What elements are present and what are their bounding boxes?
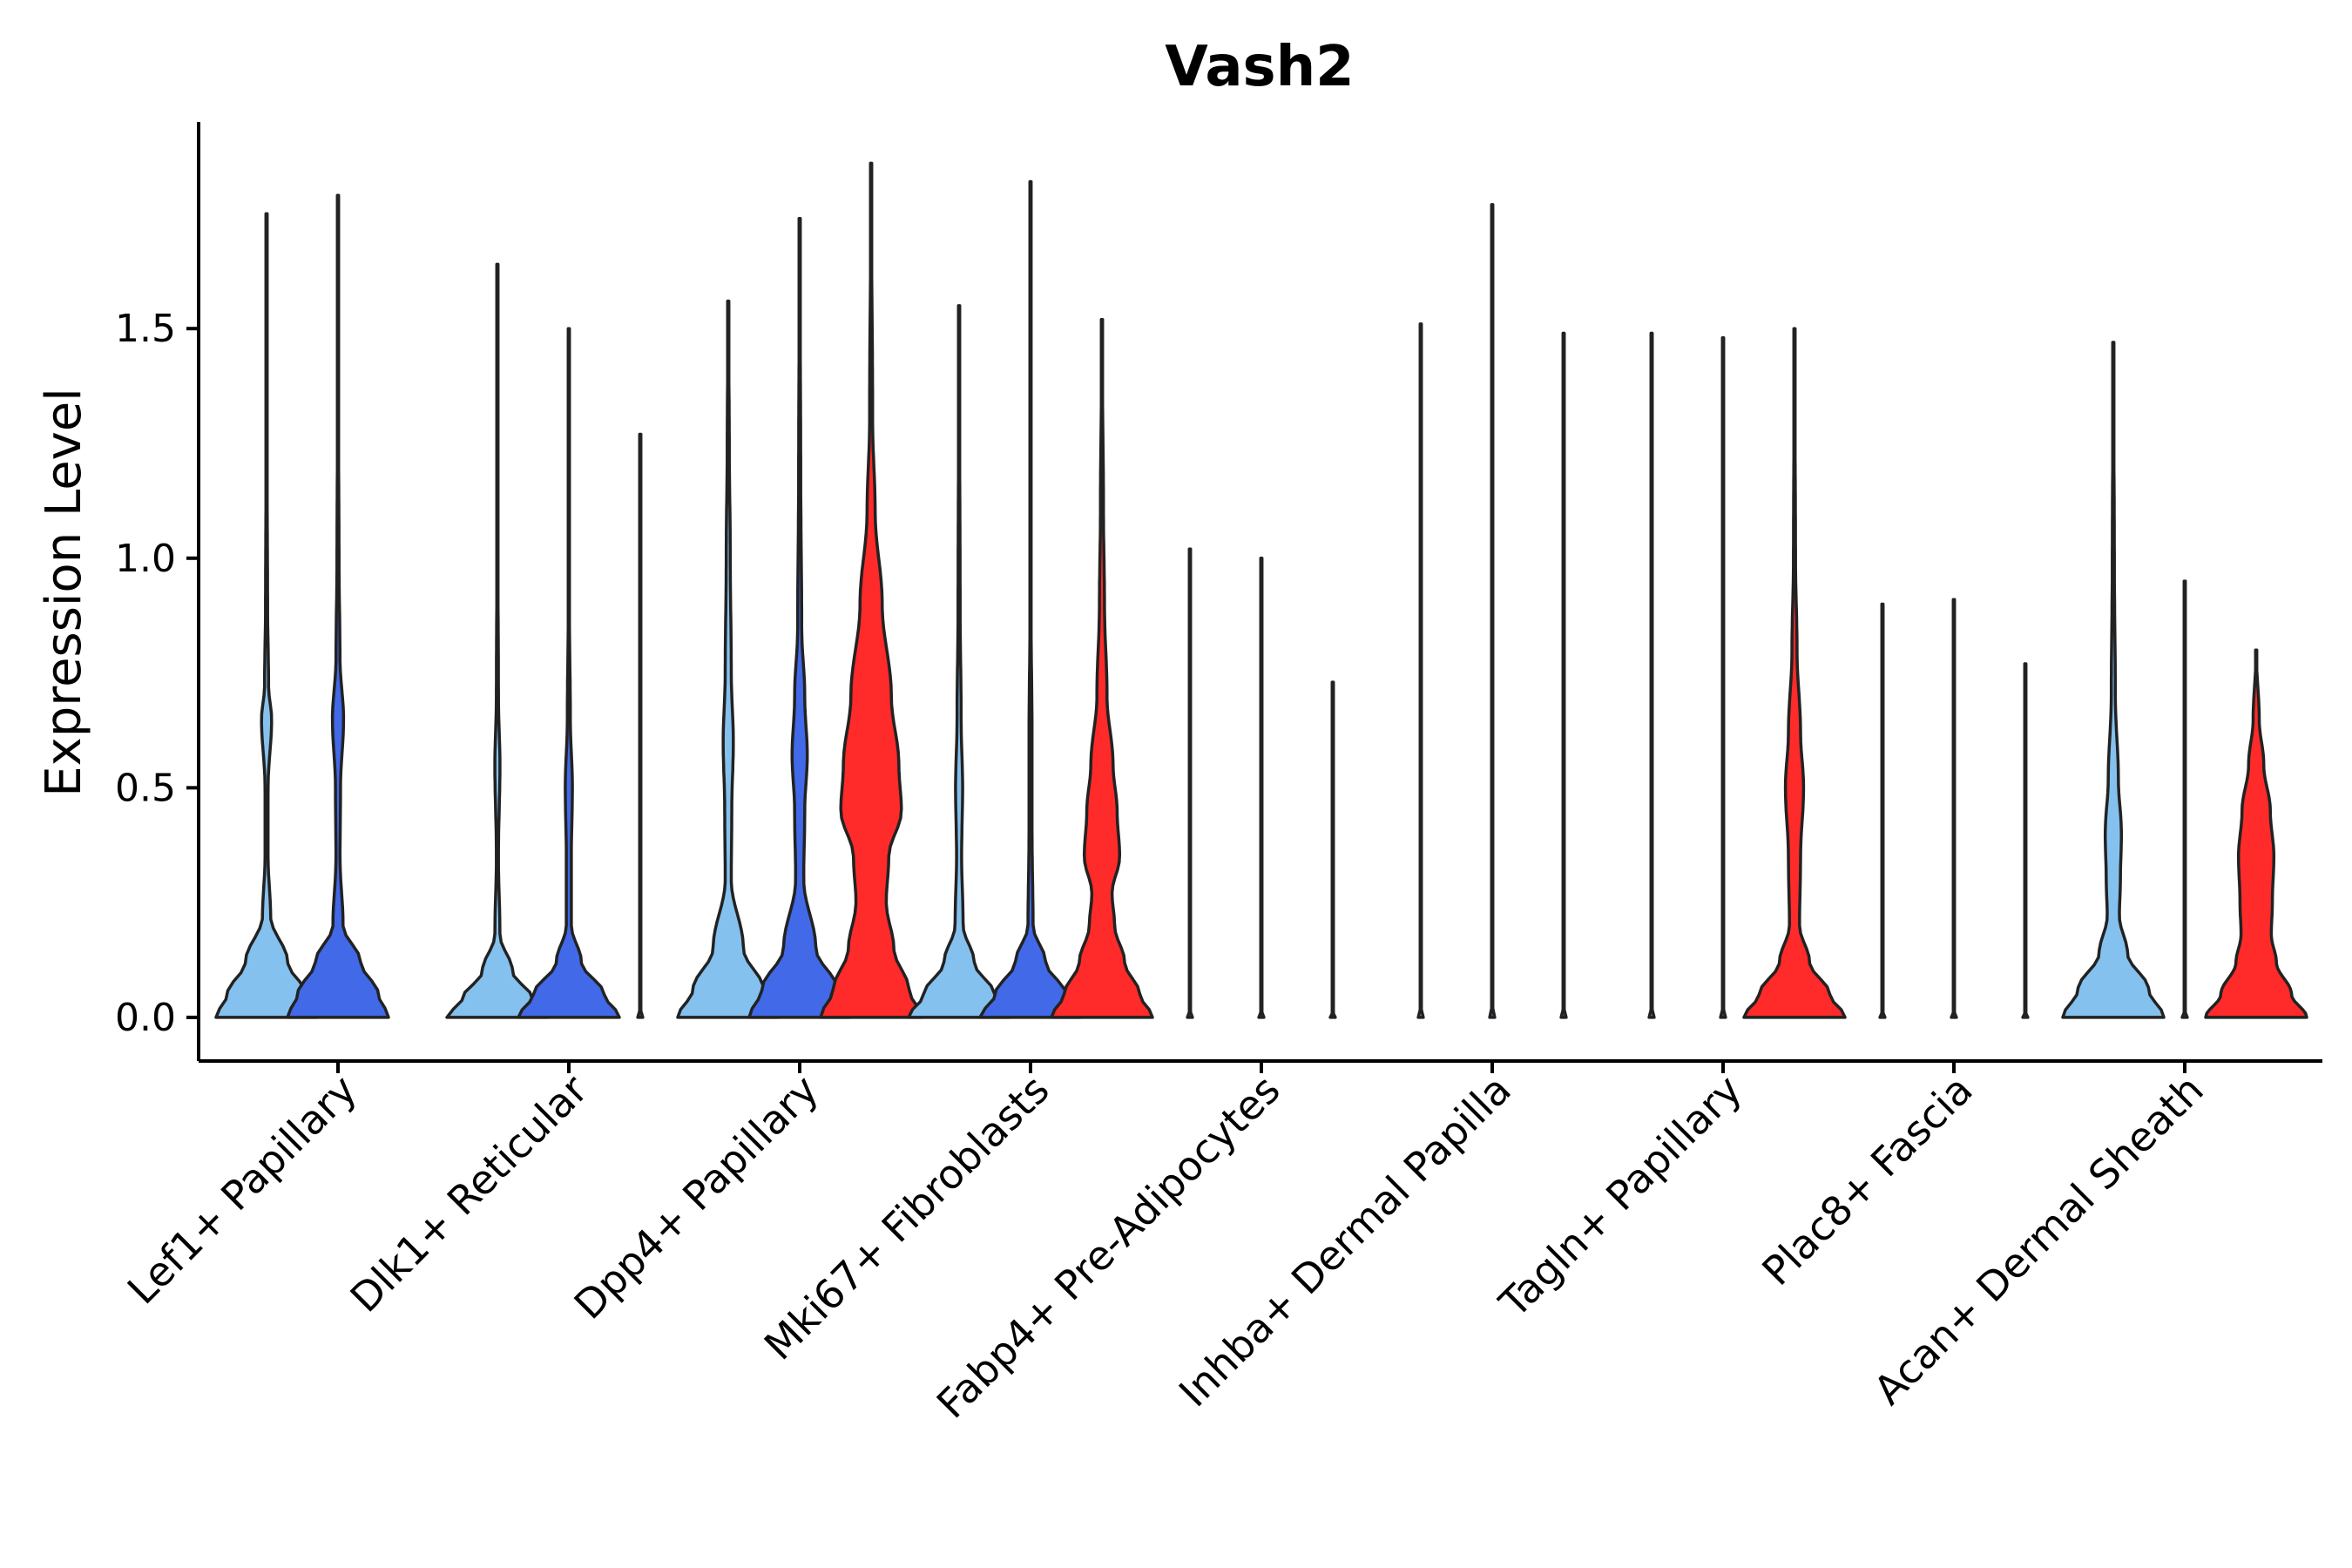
violin-shape xyxy=(2061,341,2166,1019)
violin-shape xyxy=(445,262,550,1019)
violin-shape xyxy=(676,299,781,1019)
violin-shape xyxy=(517,327,621,1019)
x-tick-label: Dpp4+ Papillary xyxy=(565,1066,828,1328)
violin-shape xyxy=(1328,680,1337,1019)
violin-shape xyxy=(1050,317,1154,1019)
violin-shape xyxy=(2180,579,2189,1019)
y-tick-label: 0.5 xyxy=(115,766,176,810)
y-axis: 0.0 0.5 1.0 1.5 xyxy=(115,122,200,1061)
violin-shape xyxy=(1742,327,1847,1019)
violin-shape xyxy=(214,212,319,1019)
x-tick-label: Dlk1+ Reticular xyxy=(341,1066,597,1321)
violin-shape xyxy=(819,161,923,1019)
violin-shape xyxy=(1416,322,1425,1019)
y-tick-label: 1.5 xyxy=(115,307,176,351)
violin-shape xyxy=(978,179,1083,1019)
violin-shape xyxy=(907,304,1011,1019)
violin-shape xyxy=(2021,662,2030,1019)
violin-shape xyxy=(286,193,390,1019)
violin-shape xyxy=(747,216,852,1019)
violin-shape xyxy=(1257,557,1266,1019)
violin-shape xyxy=(1719,336,1727,1019)
violin-shape xyxy=(1186,547,1194,1019)
violin-shape xyxy=(1488,203,1497,1019)
violin-shape xyxy=(1950,598,1958,1019)
y-tick-label: 0.0 xyxy=(115,996,176,1040)
violin-shape xyxy=(2204,648,2308,1019)
violin-shape xyxy=(636,432,645,1019)
violin-group xyxy=(214,161,2308,1019)
x-tick-label: Lef1+ Papillary xyxy=(118,1066,366,1314)
chart-title: Vash2 xyxy=(1165,35,1354,99)
violin-shape xyxy=(1878,602,1887,1019)
y-tick-label: 1.0 xyxy=(115,537,176,581)
y-axis-label: Expression Level xyxy=(36,388,92,797)
violin-shape xyxy=(1559,331,1568,1019)
x-tick-label: Plac8+ Fascia xyxy=(1753,1066,1981,1294)
x-tick-label: Tagln+ Papillary xyxy=(1490,1066,1751,1328)
violin-shape xyxy=(1647,331,1656,1019)
